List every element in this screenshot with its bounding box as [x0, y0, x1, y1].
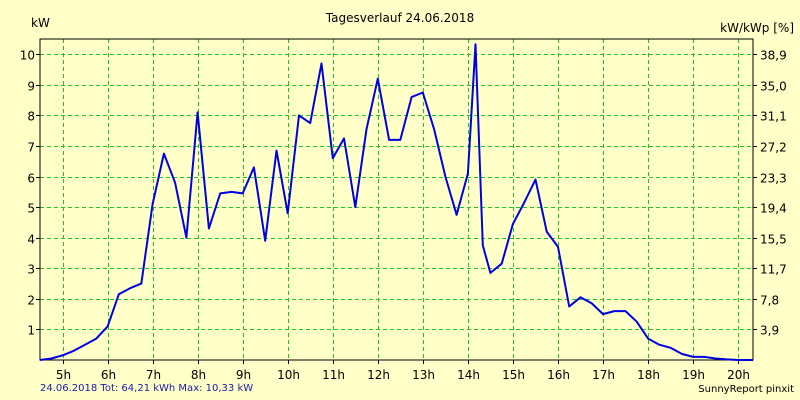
x-tick-label: 5h — [56, 368, 71, 382]
x-tick-label: 8h — [191, 368, 206, 382]
x-tick-label: 11h — [322, 368, 345, 382]
y-tick-label-left: 9 — [27, 80, 35, 94]
x-tick-label: 18h — [637, 368, 660, 382]
x-tick-label: 17h — [592, 368, 615, 382]
x-tick-label: 20h — [727, 368, 750, 382]
y-tick-label-right: 38,9 — [760, 49, 787, 63]
y-tick-label-left: 3 — [27, 263, 35, 277]
axis-tick-labels: 5h 6h 7h 8h 9h 10h 11h 12h 13h 14h 15h 16h 17h 18h 19h… — [20, 49, 787, 383]
footer-brand: SunnyReport pinxit — [698, 384, 794, 395]
y-tick-label-left: 1 — [27, 324, 35, 338]
y-tick-label-left: 5 — [27, 202, 35, 216]
plot-area-frame — [39, 38, 754, 361]
x-tick-label: 13h — [412, 368, 435, 382]
chart-title: Tagesverlauf 24.06.2018 — [325, 11, 475, 25]
y-tick-label-left: 4 — [27, 233, 35, 247]
y-tick-label-right: 35,0 — [760, 80, 787, 94]
y-tick-label-right: 3,9 — [760, 324, 779, 338]
y-tick-label-right: 11,7 — [760, 263, 787, 277]
series-line — [39, 43, 753, 361]
x-tick-label: 14h — [457, 368, 480, 382]
x-tick-label: 12h — [367, 368, 390, 382]
x-tick-label: 16h — [547, 368, 570, 382]
x-tick-label: 10h — [277, 368, 300, 382]
x-tick-label: 7h — [146, 368, 161, 382]
footer-summary: 24.06.2018 Tot: 64,21 kWh Max: 10,33 kW — [40, 383, 254, 394]
y-tick-label-left: 2 — [27, 294, 35, 308]
y-tick-label-right: 31,1 — [760, 110, 787, 124]
y-tick-label-right: 15,5 — [760, 233, 787, 247]
y-tick-label-left: 7 — [27, 141, 35, 155]
x-tick-label: 9h — [236, 368, 251, 382]
grid — [40, 39, 753, 360]
y-axis-right-label: kW/kWp [%] — [720, 21, 794, 35]
x-tick-label: 19h — [682, 368, 705, 382]
y-tick-label-left: 8 — [27, 110, 35, 124]
y-tick-label-right: 23,3 — [760, 172, 787, 186]
y-axis-left-label: kW — [31, 16, 50, 30]
y-tick-label-right: 27,2 — [760, 141, 787, 155]
y-tick-label-left: 6 — [27, 172, 35, 186]
y-tick-label-right: 7,8 — [760, 294, 779, 308]
x-tick-label: 15h — [502, 368, 525, 382]
y-tick-label-left: 10 — [20, 49, 35, 63]
y-tick-label-right: 19,4 — [760, 202, 787, 216]
axis-ticks — [36, 54, 757, 364]
x-tick-label: 6h — [101, 368, 116, 382]
